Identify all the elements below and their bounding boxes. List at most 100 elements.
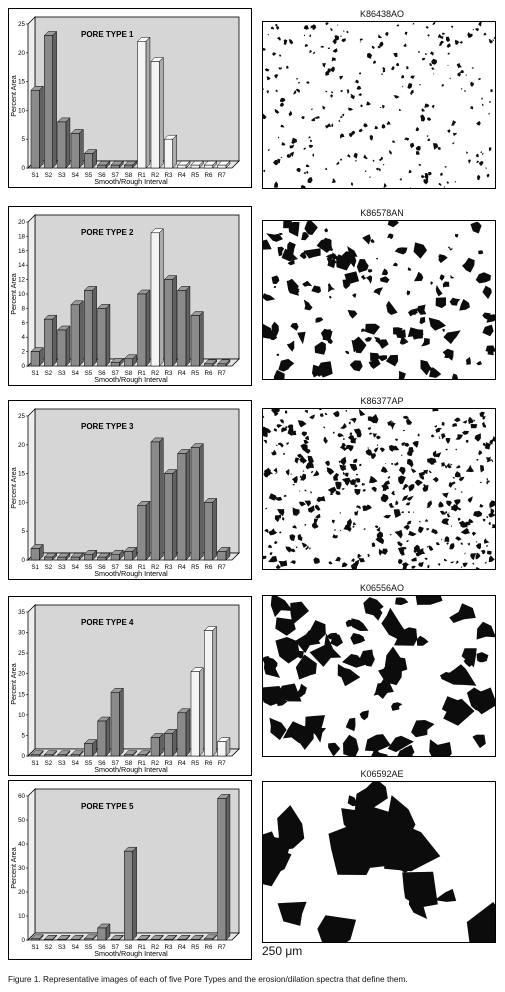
pore-shape	[383, 514, 391, 519]
pore-shape	[308, 144, 313, 148]
pore-shape	[482, 152, 484, 155]
pore-shape	[304, 409, 308, 414]
pore-shape	[263, 293, 276, 301]
pore-shape	[481, 103, 484, 106]
pore-shape	[460, 88, 463, 90]
x-tick-label: R5	[191, 760, 199, 767]
pore-shape	[263, 555, 267, 560]
pore-shape	[445, 438, 451, 444]
pore-shape	[303, 25, 309, 30]
pore-shape	[271, 321, 279, 336]
pore-shape	[381, 450, 383, 452]
pore-shape	[275, 564, 281, 569]
pore-shape	[276, 697, 288, 707]
bar-R2	[150, 437, 164, 561]
pore-shape	[468, 422, 471, 424]
pore-shape	[446, 462, 452, 469]
pore-shape	[316, 518, 318, 521]
pore-shape	[406, 495, 414, 501]
bar-chart-pore-type-3: 0 5 10 15 20 25 S1 S2 S3 S4 S5 S6 S7 S8 R1 R2 R3 R4 R5 R6 R7…	[9, 408, 240, 578]
pore-shape	[433, 143, 439, 150]
x-tick-label: S5	[85, 760, 93, 767]
pore-shape	[334, 35, 340, 41]
pore-shape	[310, 470, 314, 474]
pore-shape	[342, 654, 367, 668]
bar-front	[204, 938, 213, 941]
x-tick-label: R5	[191, 172, 199, 179]
pore-shape	[345, 717, 356, 732]
pore-shape	[462, 562, 468, 567]
pore-shape	[274, 541, 278, 544]
pore-shape	[359, 463, 362, 467]
bar-side	[52, 314, 57, 367]
x-tick-label: S2	[45, 172, 53, 179]
pore-shape	[356, 473, 359, 476]
bar-S3	[57, 325, 71, 367]
pore-shape	[398, 475, 406, 485]
pore-shape	[348, 421, 351, 425]
pore-shape	[459, 299, 470, 311]
y-tick-label: 14	[18, 262, 25, 269]
image-label-4: K06556AO	[359, 583, 405, 593]
pore-shape	[272, 52, 277, 56]
pore-shape	[308, 136, 311, 139]
pore-shape	[296, 167, 301, 173]
pore-shape	[443, 698, 475, 726]
bar-S2	[43, 934, 58, 941]
pore-shape	[300, 473, 306, 481]
pore-shape	[462, 430, 469, 435]
pore-shape	[470, 81, 474, 87]
pore-shape	[305, 164, 310, 168]
pore-shape	[273, 369, 285, 379]
pore-shape	[382, 104, 385, 109]
pore-shape	[271, 275, 280, 284]
pore-shape	[309, 633, 342, 667]
pore-shape	[445, 510, 448, 514]
y-tick-label: 4	[22, 334, 26, 341]
pore-shape	[346, 154, 351, 158]
pore-shape	[375, 535, 385, 545]
pore-shape	[382, 163, 385, 166]
pore-shape	[297, 331, 306, 345]
pore-shape	[416, 635, 429, 646]
y-tick-label: 10	[18, 107, 25, 114]
pore-shape	[485, 167, 487, 170]
pore-shape	[410, 142, 415, 149]
pore-shape	[376, 527, 381, 532]
pore-shape	[470, 221, 482, 234]
bar-front	[204, 630, 213, 757]
y-tick-label: 20	[18, 671, 25, 678]
pore-shape	[302, 280, 313, 287]
pore-shape	[393, 509, 401, 518]
bar-side	[172, 134, 177, 169]
pore-shape	[438, 182, 442, 186]
pore-shape	[442, 281, 450, 288]
pore-shape	[300, 185, 306, 188]
pore-shape	[346, 520, 352, 527]
pore-shape	[277, 442, 284, 448]
pore-shape	[437, 147, 441, 150]
pore-shape	[314, 341, 326, 355]
pore-shape	[421, 57, 426, 61]
pore-shape	[430, 281, 434, 285]
pore-shape	[426, 528, 430, 531]
pore-shape	[390, 534, 392, 536]
x-tick-label: R3	[165, 370, 173, 377]
pore-shape	[279, 54, 282, 57]
pore-shape	[403, 483, 409, 489]
pore-shape	[471, 67, 474, 69]
pore-shape	[313, 557, 320, 564]
pore-shape	[333, 472, 339, 481]
pore-shape	[410, 89, 414, 94]
pore-shape	[385, 354, 399, 367]
pore-shape	[402, 871, 438, 908]
pore-shape	[441, 422, 445, 426]
pore-shape	[476, 360, 482, 366]
pore-shape	[370, 238, 375, 243]
bar-S5	[83, 934, 98, 941]
pore-shape	[278, 136, 280, 139]
pore-shape	[263, 472, 270, 478]
y-tick-label: 18	[18, 233, 25, 240]
pore-shape	[475, 552, 481, 560]
pore-shape	[366, 275, 373, 284]
